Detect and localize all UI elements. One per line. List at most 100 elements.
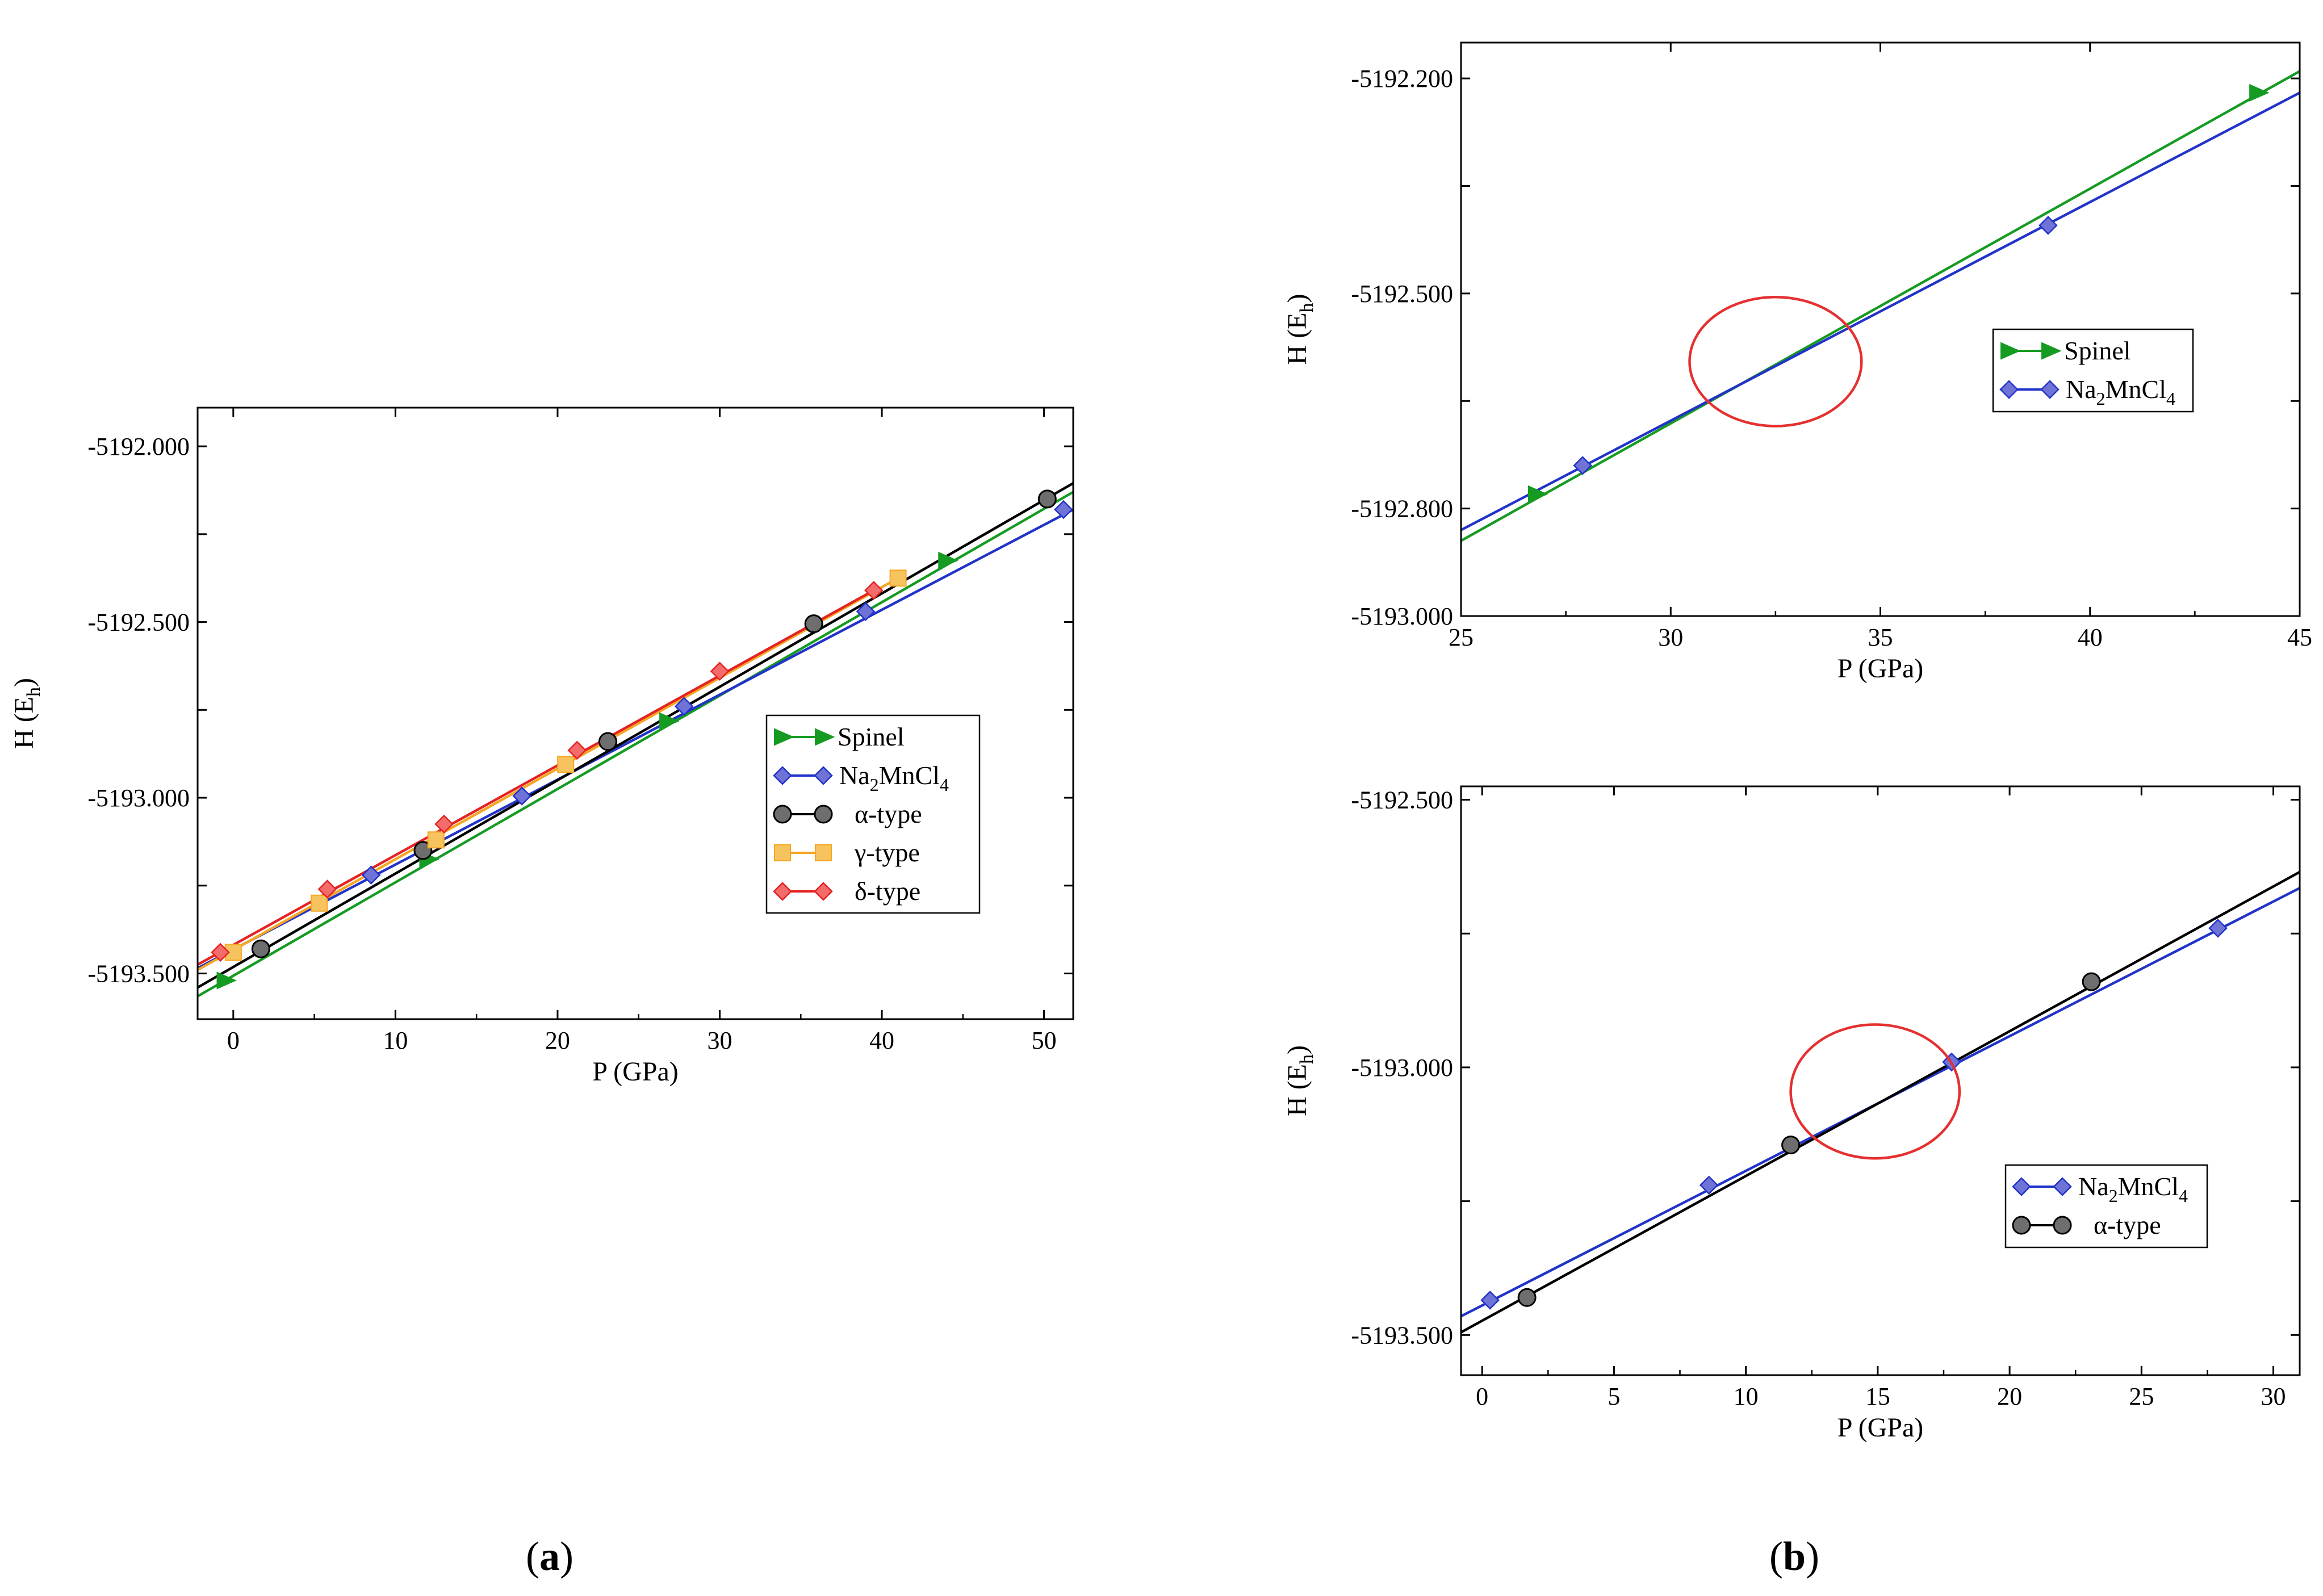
data-point-a-4-3: [567, 740, 587, 760]
x-tick-label-b-top-2: 35: [1868, 623, 1893, 651]
x-axis-label-a: P (GPa): [592, 1057, 679, 1087]
legend-marker-b-b-top-1: [2040, 380, 2060, 399]
data-point-b-bottom-0-3: [2208, 919, 2228, 938]
data-point-a-0-2: [659, 712, 680, 730]
legend-a-0-label: Spinel: [838, 722, 905, 751]
legend-marker-a-a-4: [773, 882, 792, 901]
legend-marker-a-b-top-1: [1999, 380, 2019, 399]
y-axis-label-b-top: H (Eh): [1282, 294, 1317, 365]
x-axis-label-b-top: P (GPa): [1838, 654, 1924, 684]
legend-marker-b-a-2: [814, 805, 833, 824]
y-axis-label-main-b-bottom: H (E: [1282, 1064, 1312, 1116]
data-point-a-0-3: [938, 551, 959, 569]
legend-box-b-bottom: [2004, 1164, 2208, 1249]
data-point-a-1-2: [674, 697, 694, 716]
legend-marker-a-a-0: [774, 728, 794, 746]
y-tick-label-b-bottom-4: -5192.500: [1351, 786, 1453, 814]
x-tick-label-a-1: 10: [383, 1027, 408, 1054]
y-axis-label-b-bottom: H (Eh): [1282, 1045, 1317, 1116]
y-axis-label-main-a: H (E: [9, 697, 39, 749]
data-point-a-2-2: [598, 732, 617, 751]
data-point-a-3-2: [427, 831, 445, 849]
legend-marker-a-b-top-0: [2000, 342, 2021, 360]
y-axis-label-sub-b-top: h: [1296, 303, 1317, 313]
y-tick-label-a-6: -5192.000: [87, 433, 190, 460]
data-point-a-4-4: [710, 661, 730, 681]
legend-a-1-label-sub2: 4: [940, 774, 949, 795]
series-line-a-0: [198, 491, 1073, 998]
x-tick-label-b-bottom-4: 20: [1997, 1383, 2022, 1410]
data-point-b-bottom-1-2: [2082, 972, 2101, 991]
y-axis-label-close-b-bottom: ): [1282, 1045, 1312, 1054]
highlight-circle-b-bottom: [1789, 1023, 1961, 1160]
legend-marker-b-a-4: [814, 882, 833, 901]
y-tick-label-b-top-5: -5192.200: [1351, 65, 1453, 93]
data-point-b-bottom-1-0: [1517, 1288, 1537, 1307]
legend-marker-b-a-0: [815, 728, 835, 746]
highlight-circle-b-top: [1688, 295, 1863, 428]
plot-area-b-top: [1461, 70, 2300, 542]
plot-frame-b-bottom: [1460, 785, 2301, 1376]
series-line-b-bottom-1: [1461, 870, 2300, 1334]
legend-b-top-1-label-mncl: MnCl: [2106, 375, 2166, 404]
legend-a-1-label-na: Na: [839, 761, 870, 790]
y-tick-label-b-top-3: -5192.500: [1351, 280, 1453, 308]
x-tick-label-b-top-0: 25: [1449, 623, 1474, 651]
x-tick-label-a-2: 20: [545, 1027, 570, 1054]
x-tick-label-b-bottom-0: 0: [1476, 1383, 1488, 1410]
x-tick-label-a-3: 30: [707, 1027, 732, 1054]
legend-marker-a-b-bottom-0: [2012, 1177, 2031, 1196]
y-tick-label-b-top-1: -5192.800: [1351, 495, 1453, 523]
legend-a-1-label: Na2MnCl4: [839, 761, 949, 795]
data-point-a-0-0: [216, 971, 237, 990]
x-tick-label-a-5: 50: [1032, 1027, 1057, 1054]
data-point-a-3-1: [311, 894, 328, 912]
data-point-b-bottom-0-0: [1480, 1291, 1500, 1310]
legend-marker-a-a-1: [773, 766, 792, 785]
data-point-a-4-0: [211, 942, 230, 962]
x-tick-label-b-bottom-6: 30: [2261, 1383, 2286, 1410]
y-axis-label-main-b-top: H (E: [1282, 313, 1312, 365]
y-tick-label-a-2: -5193.000: [87, 784, 190, 812]
chart-a: 0 10 20 30 40 50 -5193.500 -5193.000 -5192.500 -5…: [9, 407, 1074, 1087]
x-tick-label-b-top-4: 45: [2287, 623, 2312, 651]
data-point-a-4-5: [864, 581, 884, 600]
data-point-a-1-0: [361, 865, 381, 885]
legend-marker-b-b-bottom-0: [2053, 1177, 2072, 1196]
legend-b-bottom-0-label-mncl: MnCl: [2118, 1172, 2179, 1201]
data-point-a-2-1: [413, 841, 433, 860]
legend-box-b-top: [1992, 328, 2194, 413]
x-tick-label-b-bottom-5: 25: [2129, 1383, 2154, 1410]
data-point-a-3-4: [889, 569, 907, 587]
y-axis-label-sub-b-bottom: h: [1296, 1054, 1317, 1064]
y-tick-label-b-bottom-0: -5193.500: [1351, 1321, 1453, 1349]
legend-marker-b-a-3: [815, 844, 832, 861]
series-line-b-top-1: [1461, 91, 2300, 531]
data-point-a-1-3: [856, 602, 876, 621]
legend-b-top-1-label-sub1: 2: [2096, 388, 2106, 409]
x-axis-label-b-bottom: P (GPa): [1838, 1413, 1924, 1443]
plot-area-a: [198, 482, 1073, 998]
data-point-b-top-0-1: [2249, 83, 2270, 102]
data-point-a-4-1: [317, 879, 337, 899]
legend-a-2-label: α-type: [855, 799, 922, 828]
y-tick-label-a-0: -5193.500: [87, 960, 190, 988]
x-tick-label-b-top-3: 40: [2078, 623, 2103, 651]
data-point-b-top-1-0: [1573, 456, 1592, 475]
series-line-a-4: [198, 589, 874, 966]
legend-b-top-1-label-sub2: 4: [2166, 388, 2175, 409]
legend-a-4-label: δ-type: [855, 877, 920, 906]
legend-a-3-label: γ-type: [854, 838, 920, 867]
legend-b-bottom: Na2MnCl4 α-type: [2004, 1164, 2208, 1249]
data-point-a-4-2: [434, 814, 454, 834]
series-line-a-2: [198, 482, 1073, 989]
x-tick-label-b-bottom-1: 5: [1608, 1383, 1620, 1410]
data-point-a-2-0: [251, 939, 270, 958]
x-tick-label-b-top-1: 30: [1658, 623, 1683, 651]
plot-area-b-bottom: [1461, 870, 2300, 1334]
legend-a-1-label-mncl: MnCl: [879, 761, 940, 790]
legend-b-bottom-0-label-sub1: 2: [2109, 1186, 2118, 1206]
series-line-a-1: [198, 508, 1073, 970]
y-axis-label-close-a: ): [9, 678, 39, 687]
